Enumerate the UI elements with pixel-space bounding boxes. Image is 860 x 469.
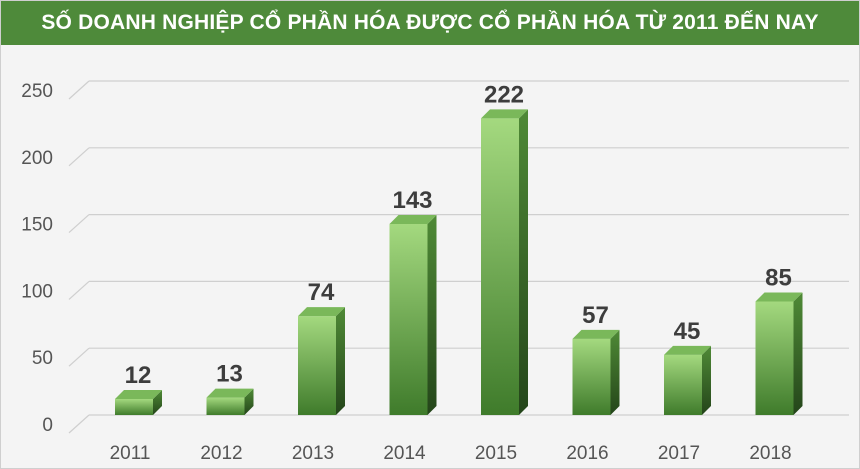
y-tick-label: 250 bbox=[21, 81, 53, 102]
bar-2015 bbox=[481, 109, 528, 416]
bar-2018 bbox=[755, 292, 803, 415]
bar-top bbox=[664, 345, 711, 355]
x-tick-label: 2015 bbox=[475, 443, 517, 464]
bar-2013 bbox=[298, 307, 345, 415]
data-label: 143 bbox=[392, 187, 432, 214]
bar-2017 bbox=[664, 345, 711, 415]
bar-top bbox=[755, 292, 803, 302]
bar-2014 bbox=[389, 214, 437, 415]
bar-top bbox=[389, 214, 437, 224]
chart-title-bar: SỐ DOANH NGHIỆP CỔ PHẦN HÓA ĐƯỢC CỔ PHẦN… bbox=[1, 1, 859, 45]
data-label: 57 bbox=[582, 302, 609, 329]
x-tick-label: 2016 bbox=[566, 443, 608, 464]
x-tick-label: 2017 bbox=[658, 443, 700, 464]
bar-side bbox=[610, 329, 620, 415]
bar-front bbox=[206, 397, 245, 415]
bar-front bbox=[389, 223, 428, 415]
gridline-slant bbox=[68, 80, 90, 100]
x-tick-label: 2012 bbox=[200, 443, 242, 464]
bar-side bbox=[519, 109, 528, 416]
bar-2012 bbox=[206, 388, 254, 415]
bar-front bbox=[664, 354, 702, 415]
y-tick-label: 200 bbox=[21, 148, 53, 169]
x-tick-label: 2014 bbox=[383, 443, 426, 464]
x-tick-label: 2018 bbox=[749, 443, 791, 464]
y-tick-label: 50 bbox=[32, 348, 53, 369]
bar-side bbox=[153, 389, 162, 415]
gridline-slant bbox=[68, 147, 90, 167]
data-label: 13 bbox=[216, 361, 243, 388]
bar-side bbox=[244, 388, 254, 415]
bar-side bbox=[336, 307, 345, 415]
bar-front bbox=[755, 301, 794, 415]
bar-2016 bbox=[572, 329, 620, 415]
bar-top bbox=[481, 109, 528, 119]
bar-front bbox=[481, 118, 519, 416]
bar-front bbox=[115, 398, 153, 415]
x-tick-label: 2013 bbox=[292, 443, 334, 464]
bar-top bbox=[572, 329, 620, 339]
bar-top bbox=[206, 388, 254, 398]
bar-chart: 0 50 100 150 200 250 12 2011 13 2012 74 2013 143 201… bbox=[21, 80, 849, 464]
x-tick-label: 2011 bbox=[110, 443, 151, 464]
gridline-slant bbox=[68, 347, 90, 367]
gridline-slant bbox=[68, 414, 90, 434]
bar-front bbox=[572, 338, 611, 415]
data-label: 222 bbox=[484, 81, 524, 108]
bar-top bbox=[298, 307, 345, 317]
bar-side bbox=[702, 345, 711, 415]
chart-title: SỐ DOANH NGHIỆP CỔ PHẦN HÓA ĐƯỢC CỔ PHẦN… bbox=[41, 11, 819, 34]
data-label: 85 bbox=[765, 264, 792, 291]
y-tick-label: 100 bbox=[21, 281, 53, 302]
bar-front bbox=[298, 316, 336, 415]
bar-2011 bbox=[115, 389, 162, 415]
data-label: 45 bbox=[674, 318, 701, 345]
y-tick-label: 150 bbox=[21, 215, 53, 236]
data-label: 74 bbox=[308, 279, 335, 306]
bar-side bbox=[427, 214, 437, 415]
y-tick-label: 0 bbox=[42, 415, 53, 436]
bar-top bbox=[115, 389, 162, 399]
gridline-slant bbox=[68, 280, 90, 300]
gridline-slant bbox=[68, 214, 90, 234]
data-label: 12 bbox=[125, 362, 152, 389]
bar-side bbox=[793, 292, 803, 415]
